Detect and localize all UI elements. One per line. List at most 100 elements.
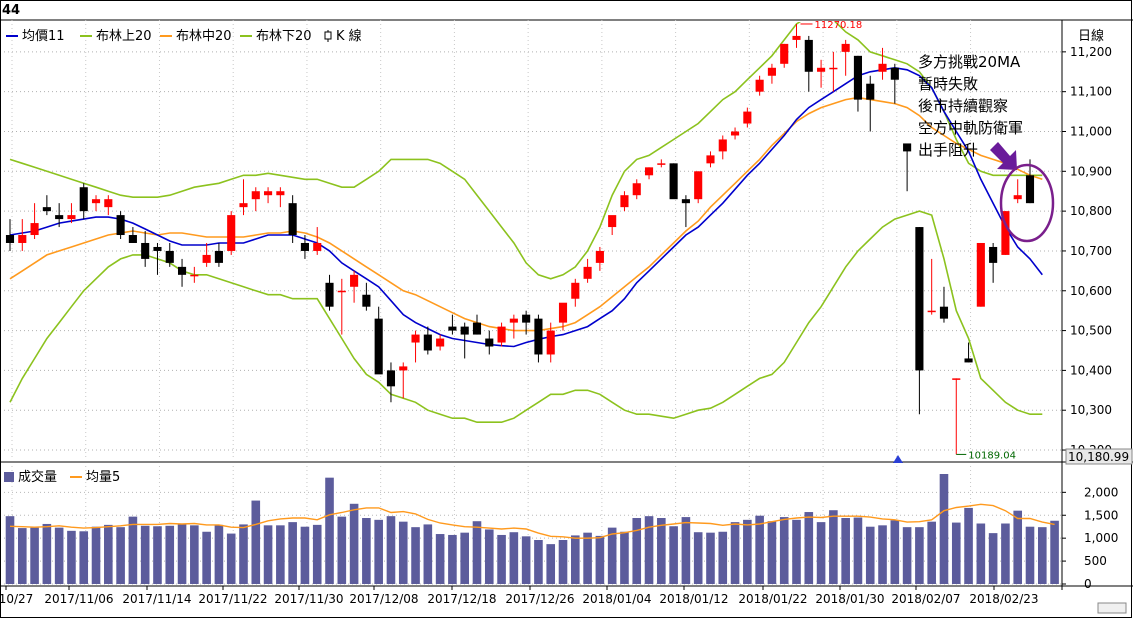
price-tick-label: 10,900 <box>1070 164 1112 178</box>
volume-tick-label: 1,000 <box>1084 531 1118 545</box>
volume-bar <box>632 518 642 584</box>
candle-body <box>177 266 187 275</box>
annotation-line: 空方中軌防衛軍 <box>918 119 1023 137</box>
candle-body <box>731 131 740 136</box>
current-value-label: 10,180.99 <box>1068 450 1129 464</box>
candle-icon <box>324 31 332 40</box>
period-label: 日線 <box>1078 28 1104 44</box>
volume-bar <box>362 518 371 584</box>
volume-bar <box>67 530 76 584</box>
candle-body <box>878 63 887 72</box>
bb-upper-line <box>9 22 1043 280</box>
candle-body <box>694 171 703 200</box>
volume-bar <box>657 518 666 584</box>
volume-bar <box>17 528 27 584</box>
volume-bar <box>79 531 89 584</box>
candle-body <box>128 235 137 243</box>
candle-body <box>866 83 875 100</box>
volume-bar <box>374 519 383 584</box>
candle-body <box>657 163 666 165</box>
candle-body <box>718 139 727 152</box>
volume-bar <box>1037 527 1047 584</box>
volume-bar <box>325 477 334 584</box>
volume-bar <box>484 529 494 584</box>
volume-bar <box>743 519 752 584</box>
candle-body <box>251 191 260 200</box>
volume-bar <box>681 517 691 584</box>
volume-bar <box>706 532 715 584</box>
annotation-line: 多方挑戰20MA <box>918 53 1021 71</box>
volume-bar <box>190 525 199 584</box>
candle-body <box>989 246 998 263</box>
volume-bar <box>398 521 408 584</box>
volume-bar <box>669 526 678 584</box>
candle-body <box>399 366 408 371</box>
candle-body <box>276 191 285 196</box>
volume-bar <box>841 518 850 584</box>
volume-bar <box>349 503 359 584</box>
candle-body <box>595 250 604 263</box>
volume-bar <box>534 540 543 584</box>
time-tick-label: 2017/12/18 <box>427 592 496 606</box>
volume-bar <box>521 536 531 584</box>
time-tick-label: 2017/11/14 <box>122 592 191 606</box>
time-tick-label: 2018/01/30 <box>815 592 884 606</box>
candle-body <box>264 191 273 196</box>
time-tick-label: 2017/12/26 <box>505 592 574 606</box>
annotation-line: 出手阻升 <box>918 141 978 159</box>
volume-bar <box>42 523 52 584</box>
volume-bar <box>153 526 162 584</box>
candle-body <box>91 199 101 204</box>
candle-body <box>18 235 27 243</box>
volume-bar <box>718 531 728 584</box>
volume-bar <box>853 517 863 584</box>
volume-bar <box>226 533 236 584</box>
candle-body <box>300 242 309 251</box>
time-tick-label: 2018/02/07 <box>891 592 960 606</box>
volume-tick-label: 500 <box>1084 554 1107 568</box>
candle-body <box>976 242 985 307</box>
time-tick-label: 2018/02/23 <box>969 592 1038 606</box>
candle-body <box>79 187 88 212</box>
volume-bar <box>607 527 617 584</box>
candle-body <box>829 67 838 70</box>
volume-bar <box>730 522 740 584</box>
candle-body <box>190 274 199 277</box>
ma11-line <box>9 66 1043 348</box>
current-value-box <box>1065 448 1133 465</box>
price-tick-label: 10,800 <box>1070 204 1112 218</box>
volume-bar <box>472 521 482 584</box>
time-tick-label: 2018/01/12 <box>659 592 728 606</box>
candle-body <box>227 215 236 251</box>
candle-body <box>5 235 15 243</box>
volume-legend-label: 成交量 <box>18 469 57 485</box>
annotation-circle <box>999 163 1055 243</box>
volume-bar <box>1013 510 1023 584</box>
bb-mid-line <box>9 96 1043 332</box>
volume-tick-label: 1,500 <box>1084 508 1118 522</box>
legend-bb-lower-label: 布林下20 <box>256 29 312 44</box>
volume-bar <box>816 522 826 584</box>
legend-bb-mid-label: 布林中20 <box>176 29 232 44</box>
volume-bar <box>988 533 998 584</box>
candle-body <box>669 163 678 200</box>
candle-body <box>534 318 543 355</box>
annotation-line: 暫時失敗 <box>918 75 978 93</box>
annotation-arrow <box>990 142 1017 170</box>
volume-bar <box>964 507 973 584</box>
volume-bar <box>337 516 347 584</box>
candle-body <box>141 242 150 259</box>
price-tick-label: 10,600 <box>1070 284 1112 298</box>
volume-bar <box>460 532 469 584</box>
volume-bar <box>915 527 924 584</box>
candle-body <box>915 227 924 371</box>
volume-bar <box>497 534 506 584</box>
candle-body <box>620 195 629 208</box>
candle-body <box>116 215 125 236</box>
volume-bar <box>755 515 764 584</box>
volume-bar <box>829 510 838 584</box>
candle-body <box>337 290 346 293</box>
volume-bar <box>1025 526 1035 584</box>
candle-body <box>939 306 949 319</box>
